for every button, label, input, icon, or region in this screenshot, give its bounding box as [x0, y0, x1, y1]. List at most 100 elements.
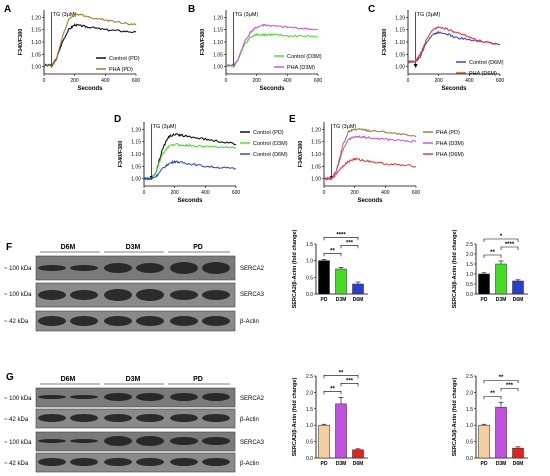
y-tick-label: 1.10 — [311, 152, 321, 158]
tg-annotation-label: TG (3μM) — [153, 124, 177, 130]
significance-bracket — [483, 395, 502, 400]
blot-g-mw-label: ~ 42 kDa — [4, 417, 29, 423]
tg-arrowhead — [413, 64, 418, 68]
blot-band — [202, 437, 230, 445]
blot-f-mw-label: ~ 100 kDa — [4, 266, 32, 272]
x-tick-label: 200 — [434, 78, 443, 84]
significance-bracket — [323, 375, 359, 379]
blot-band — [38, 414, 66, 422]
panel-letter-c: C — [368, 4, 375, 15]
y-axis-label: F340/F380 — [298, 141, 304, 168]
blot-band — [38, 439, 66, 443]
y-tick-label: 1.00 — [31, 65, 41, 71]
y-tick-label: 1.15 — [213, 28, 223, 34]
legend-label: Control (D6M) — [469, 60, 504, 66]
blot-band — [170, 290, 198, 300]
blot-band — [202, 458, 230, 466]
blot-band — [70, 439, 98, 443]
series-line — [323, 157, 417, 181]
blot-band — [70, 395, 98, 399]
y-tick-label: 0.5 — [466, 440, 473, 446]
x-tick-label: D6M — [513, 461, 524, 467]
y-axis-label: SERCA3/β-Actin (fold change) — [452, 229, 458, 308]
western-blot-g: D6M D3M PD ~ 100 kDa ~ 42 kDa ~ 100 kDa … — [4, 376, 265, 473]
y-tick-label: 1.5 — [306, 407, 313, 413]
y-tick-label: 1.20 — [213, 15, 223, 21]
blot-band — [70, 265, 98, 271]
blot-band — [104, 436, 132, 446]
y-tick-label: 1.10 — [395, 40, 405, 46]
blot-g-strip-actin-1 — [35, 408, 236, 429]
x-tick-label: 400 — [283, 78, 292, 84]
y-tick-label: 0.0 — [306, 292, 313, 298]
series-line — [225, 32, 319, 68]
y-tick-label: 1.0 — [466, 272, 473, 278]
series-line — [225, 23, 319, 68]
bar — [512, 280, 524, 295]
x-tick-label: 400 — [465, 78, 474, 84]
significance-label: ** — [339, 370, 344, 376]
line-chart-e: 1.00 1.05 1.10 1.15 1.20 0 200 400 600 Seconds F34… — [298, 122, 464, 204]
x-tick-label: 0 — [43, 78, 46, 84]
y-tick-label: 2.5 — [306, 374, 313, 380]
y-tick-label: 0.0 — [306, 456, 313, 462]
x-tick-label: 400 — [101, 78, 110, 84]
legend-label: PHA (D3M) — [287, 65, 315, 71]
blot-g-strip-serca2 — [35, 387, 236, 408]
blot-band — [38, 316, 66, 326]
blot-f-bands — [38, 262, 230, 326]
y-tick-label: 0.0 — [466, 292, 473, 298]
blot-band — [136, 289, 164, 301]
line-chart-a: 1.00 1.05 1.10 1.15 1.20 0 200 400 600 Seconds F34… — [18, 10, 140, 92]
significance-label: ** — [490, 391, 495, 397]
series-line — [143, 133, 237, 181]
blot-f-strip-actin — [35, 310, 236, 332]
western-blot-f: D6M D3M PD ~ 100 kDa ~ 100 kDa ~ 42 kDa … — [4, 244, 265, 332]
legend-label: Control (D6M) — [253, 152, 288, 158]
y-tick-label: 0.5 — [306, 275, 313, 281]
x-tick-label: 600 — [132, 78, 141, 84]
y-tick-label: 1.0 — [466, 423, 473, 429]
significance-label: **** — [505, 242, 515, 248]
blot-g-row-label: SERCA2 — [240, 396, 265, 402]
blot-band — [38, 290, 66, 300]
line-chart-c: 1.00 1.05 1.10 1.15 1.20 0 200 400 600 Seconds F34… — [382, 10, 504, 92]
blot-band — [104, 316, 132, 326]
y-tick-label: 2.0 — [466, 252, 473, 258]
y-tick-label: 0.5 — [306, 440, 313, 446]
blot-f-row-label: SERCA2 — [240, 266, 265, 272]
panel-letter-d: D — [114, 114, 121, 125]
blot-g-strip-actin-2 — [35, 452, 236, 473]
y-tick-label: 1.5 — [466, 407, 473, 413]
blot-band — [170, 437, 198, 445]
significance-bracket — [323, 253, 342, 257]
tg-annotation-label: TG (3μM) — [417, 12, 441, 18]
line-chart-b: 1.00 1.05 1.10 1.15 1.20 0 200 400 600 Seconds F34… — [200, 10, 322, 92]
x-tick-label: D6M — [353, 461, 364, 467]
blot-band — [202, 316, 230, 326]
significance-label: ** — [330, 386, 335, 392]
y-axis-label: F340/F380 — [118, 141, 124, 168]
significance-label: *** — [346, 240, 354, 246]
blot-g-mw-label: ~ 100 kDa — [4, 440, 32, 446]
blot-g-strip-serca3 — [35, 431, 236, 452]
y-tick-label: 1.15 — [131, 140, 141, 146]
y-tick-label: 2.0 — [306, 390, 313, 396]
x-tick-label: D3M — [336, 461, 347, 467]
panel-letter-e: E — [289, 114, 296, 125]
y-tick-label: 0.5 — [466, 282, 473, 288]
significance-bracket — [483, 238, 519, 242]
y-axis-label: F340/F380 — [382, 29, 388, 56]
blot-g-bands — [38, 393, 230, 466]
y-tick-label: 1.00 — [395, 65, 405, 71]
panel-letter-b: B — [188, 4, 195, 15]
blot-band — [70, 458, 98, 466]
y-tick-label: 2.0 — [466, 390, 473, 396]
significance-bracket — [483, 254, 502, 258]
y-tick-label: 1.05 — [131, 164, 141, 170]
blot-f-group-label: PD — [193, 244, 203, 251]
tg-annotation-label: TG (3μM) — [333, 124, 357, 130]
bar-chart-g-serca3: 0.0 0.5 1.0 1.5 2.0 2.5 PD D3M D6M SERCA3/β-Actin… — [452, 374, 528, 467]
legend-label: PHA (D6M) — [469, 71, 497, 77]
